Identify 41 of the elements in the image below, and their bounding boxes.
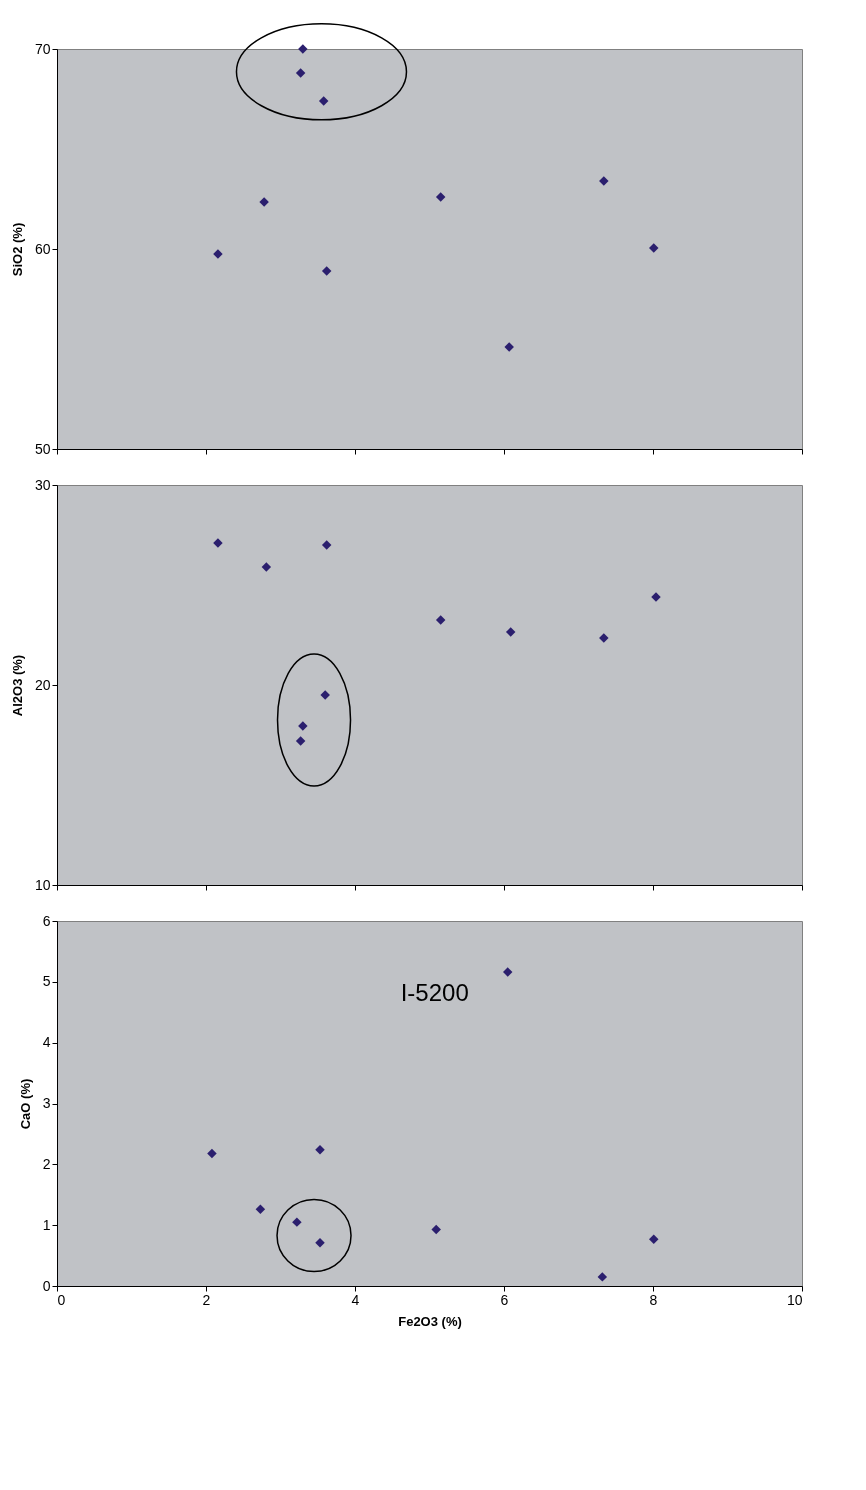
x-axis-title: Fe2O3 (%) <box>398 1313 462 1329</box>
y-tick-label: 50 <box>34 440 51 457</box>
y-axis-title: CaO (%) <box>17 1078 33 1130</box>
point <box>321 540 332 550</box>
point <box>321 266 332 276</box>
y-tick-label: 1 <box>42 1216 51 1233</box>
point <box>315 1144 325 1155</box>
point <box>649 243 659 253</box>
y-tick-label: 3 <box>42 1095 51 1111</box>
y-tick-label: 4 <box>42 1034 51 1051</box>
y-tick-label: 0 <box>42 1277 51 1294</box>
point <box>431 1224 441 1235</box>
x-tick-label: 2 <box>202 1291 211 1308</box>
point <box>502 967 513 977</box>
x-tick-label: 8 <box>649 1291 658 1308</box>
y-tick-label: 5 <box>42 973 51 990</box>
point <box>318 96 329 106</box>
y-tick-label: 6 <box>42 912 51 929</box>
y-axis-title: Al2O3 (%) <box>9 654 25 717</box>
x-tick-label: 10 <box>786 1291 803 1308</box>
point <box>435 615 446 625</box>
point <box>649 1234 659 1244</box>
y-axis-title: SiO2 (%) <box>9 222 25 277</box>
point <box>295 68 306 78</box>
y-tick-label: 2 <box>42 1155 51 1172</box>
x-tick-label: 4 <box>351 1291 360 1308</box>
point <box>255 1204 266 1215</box>
point <box>435 192 446 202</box>
y-tick-label: 30 <box>34 476 51 493</box>
point <box>295 736 306 746</box>
y-tick-label: 10 <box>34 876 51 893</box>
x-tick-label: 0 <box>57 1291 66 1308</box>
point <box>207 1148 217 1159</box>
point <box>597 1272 608 1282</box>
x-tick-label: 6 <box>500 1291 509 1308</box>
point <box>505 627 516 637</box>
annotation: I-5200 <box>400 979 469 1007</box>
y-tick-label: 20 <box>34 676 51 693</box>
point <box>261 562 272 572</box>
y-tick-label: 70 <box>34 40 51 57</box>
y-tick-label: 60 <box>34 240 51 257</box>
